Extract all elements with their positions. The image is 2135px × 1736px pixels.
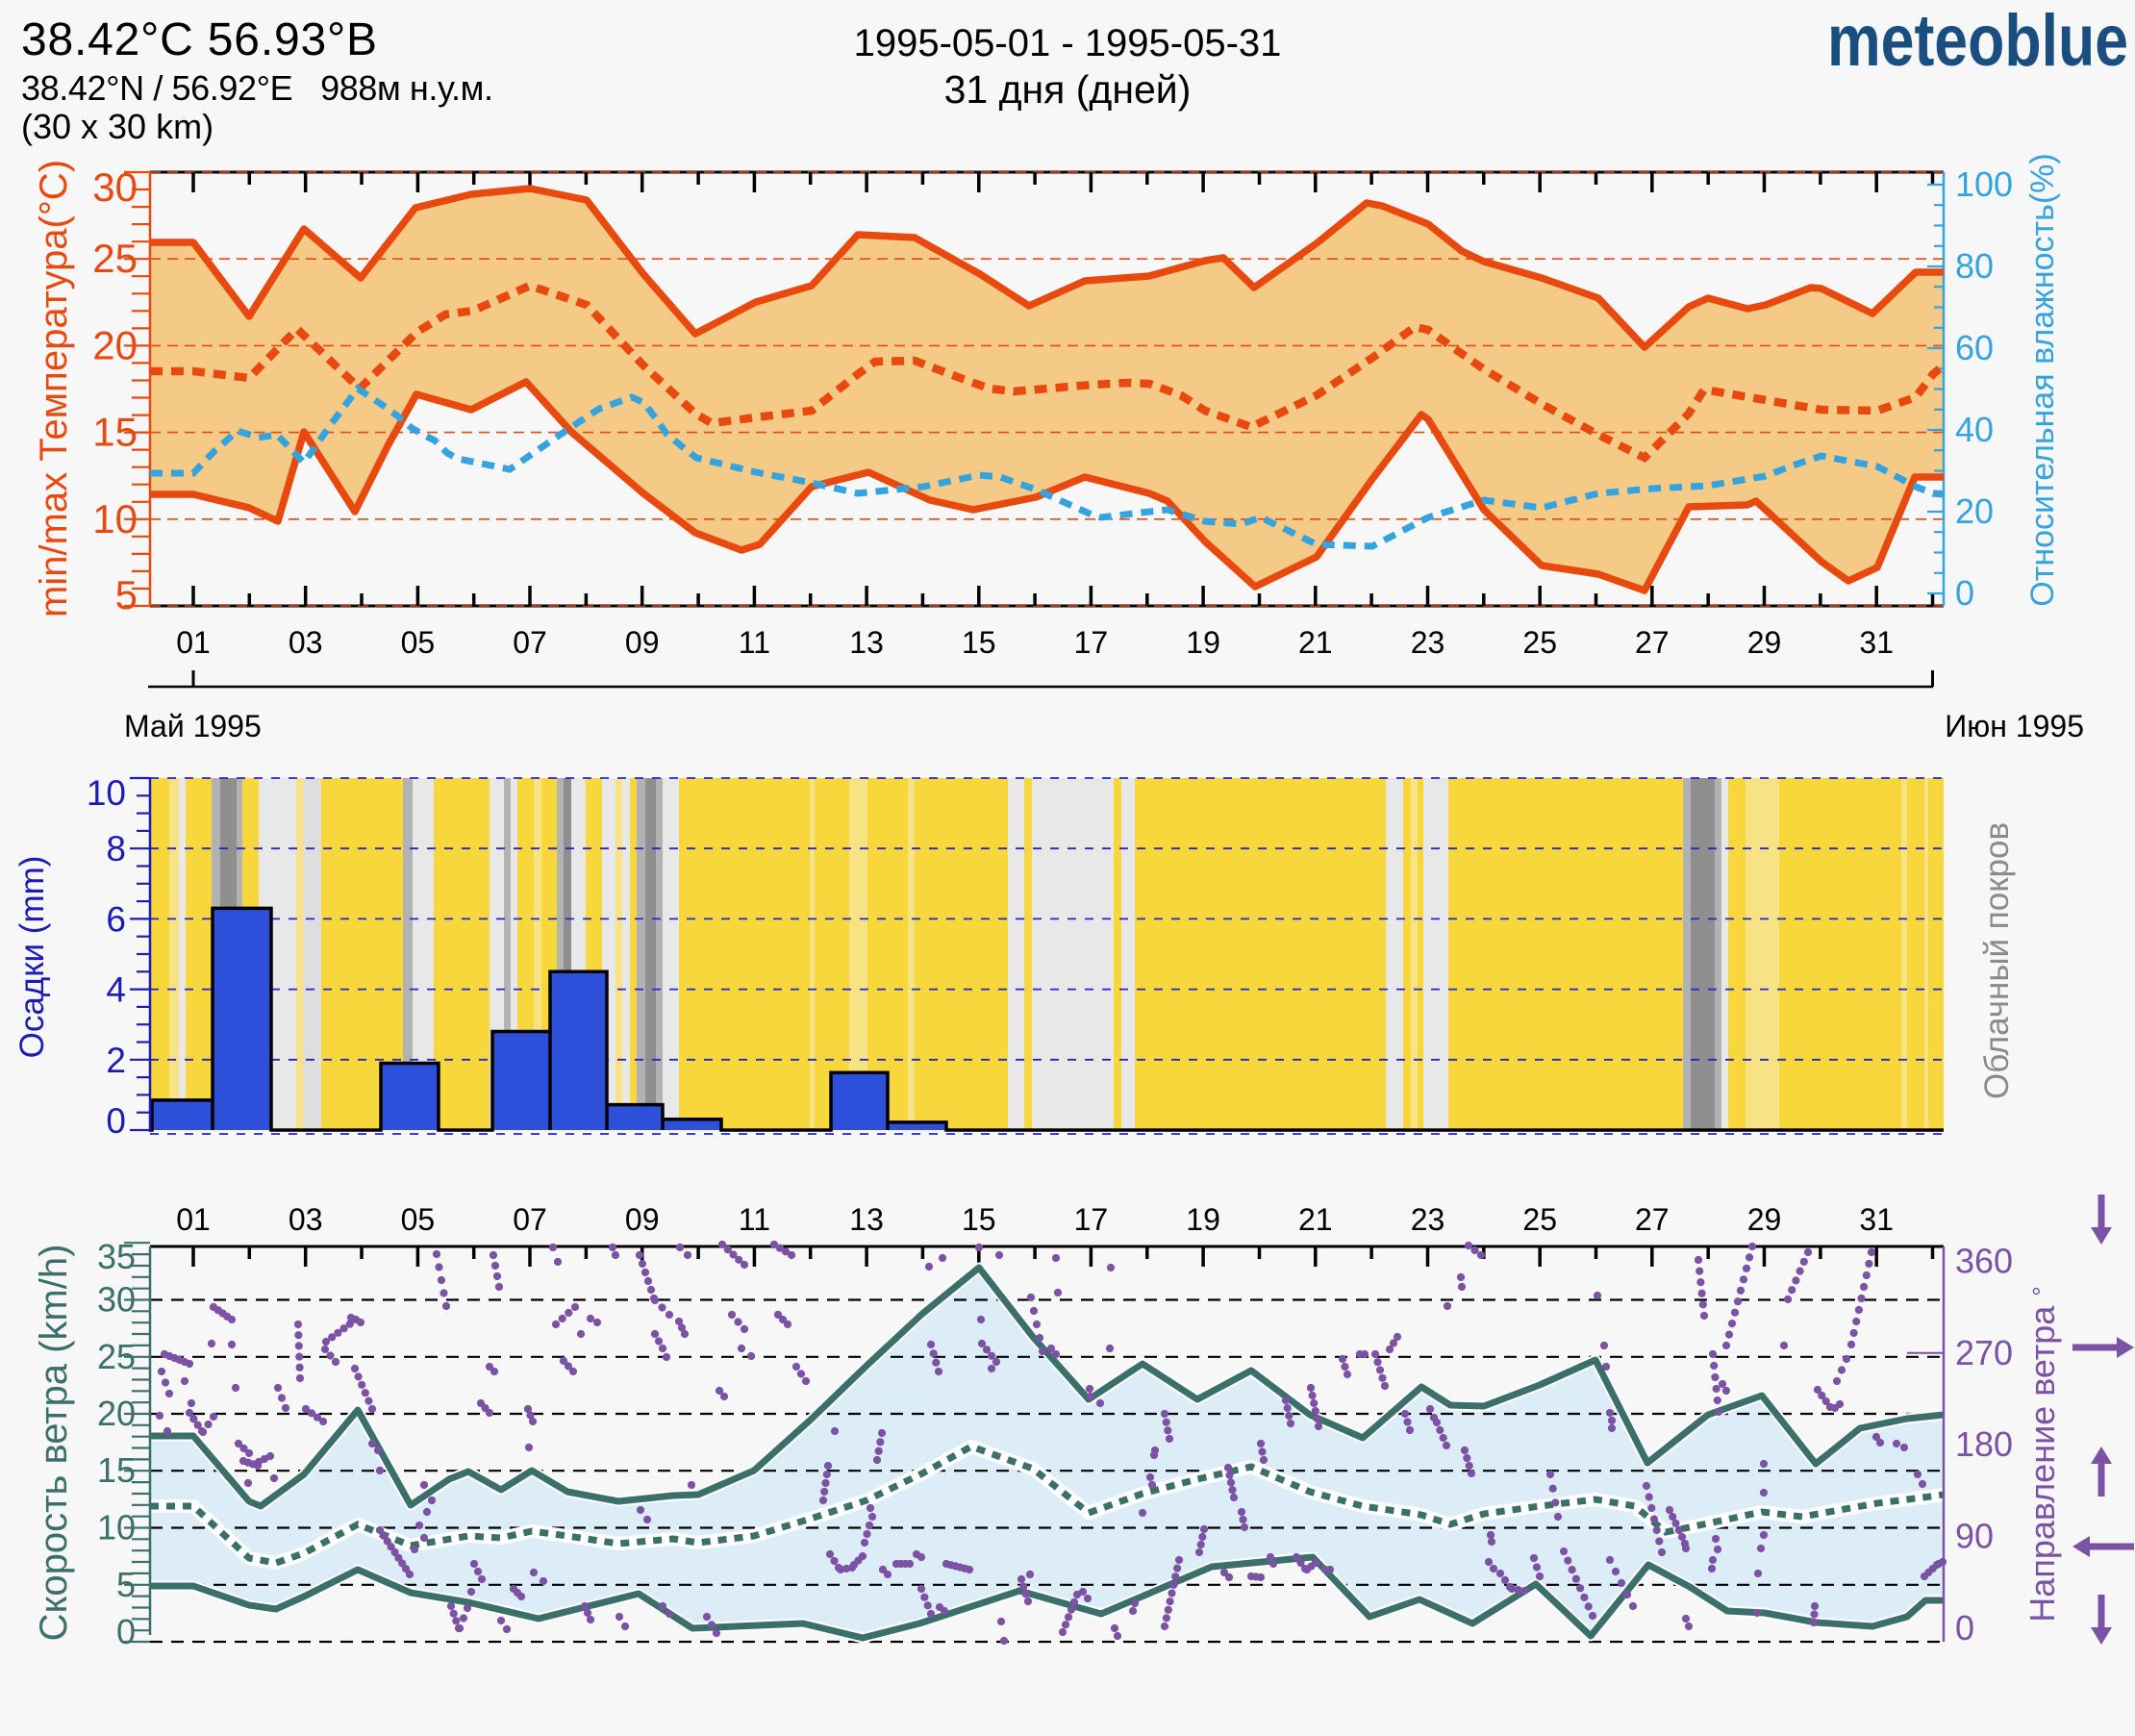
svg-text:19: 19 [1186, 625, 1220, 660]
svg-text:90: 90 [1955, 1517, 1994, 1556]
svg-text:25: 25 [92, 236, 138, 281]
svg-text:2: 2 [106, 1041, 126, 1080]
svg-text:meteoblue: meteoblue [1827, 0, 2128, 82]
svg-text:80: 80 [1955, 246, 1994, 286]
svg-text:15: 15 [962, 625, 996, 660]
svg-text:Июн 1995: Июн 1995 [1945, 709, 2084, 743]
svg-text:20: 20 [92, 322, 138, 367]
svg-text:8: 8 [106, 829, 126, 868]
svg-text:Май 1995: Май 1995 [124, 709, 262, 743]
svg-text:31: 31 [1859, 625, 1894, 660]
svg-text:31: 31 [1859, 1202, 1894, 1237]
svg-text:0: 0 [1955, 573, 1974, 613]
svg-text:360: 360 [1955, 1241, 2013, 1280]
svg-text:5: 5 [116, 1565, 136, 1604]
svg-text:270: 270 [1955, 1333, 2013, 1372]
svg-text:17: 17 [1074, 1202, 1109, 1237]
svg-text:Направление ветра °: Направление ветра ° [2022, 1286, 2062, 1622]
svg-text:11: 11 [739, 625, 770, 660]
svg-text:20: 20 [1955, 491, 1994, 531]
svg-text:40: 40 [1955, 410, 1994, 449]
svg-text:01: 01 [176, 1202, 211, 1237]
svg-text:4: 4 [106, 970, 126, 1010]
svg-text:21: 21 [1298, 625, 1333, 660]
svg-text:30: 30 [97, 1280, 136, 1320]
svg-text:35: 35 [97, 1237, 136, 1276]
svg-text:19: 19 [1186, 1202, 1220, 1237]
svg-text:1995-05-01 - 1995-05-31: 1995-05-01 - 1995-05-31 [854, 22, 1282, 64]
svg-text:27: 27 [1635, 1202, 1670, 1237]
svg-text:10: 10 [97, 1508, 136, 1547]
svg-text:Скорость ветра (km/h): Скорость ветра (km/h) [33, 1245, 75, 1642]
svg-text:min/max Температура(°C): min/max Температура(°C) [33, 160, 75, 617]
svg-text:30: 30 [92, 164, 138, 210]
svg-text:13: 13 [849, 625, 884, 660]
svg-text:25: 25 [1522, 1202, 1557, 1237]
svg-text:13: 13 [849, 1202, 884, 1237]
svg-text:21: 21 [1298, 1202, 1333, 1237]
svg-text:07: 07 [513, 1202, 547, 1237]
svg-text:17: 17 [1074, 625, 1109, 660]
svg-text:29: 29 [1747, 1202, 1782, 1237]
svg-text:38.42°C 56.93°В: 38.42°C 56.93°В [21, 14, 377, 65]
svg-text:20: 20 [97, 1394, 136, 1433]
svg-text:(30 x 30 km): (30 x 30 km) [21, 107, 214, 146]
svg-text:09: 09 [625, 625, 660, 660]
svg-text:0: 0 [1955, 1608, 1974, 1648]
svg-text:27: 27 [1635, 625, 1670, 660]
svg-text:10: 10 [87, 773, 126, 813]
svg-text:09: 09 [625, 1202, 660, 1237]
svg-text:0: 0 [106, 1101, 126, 1141]
svg-text:23: 23 [1411, 625, 1445, 660]
svg-text:03: 03 [289, 625, 323, 660]
svg-text:100: 100 [1955, 164, 2013, 204]
svg-text:0: 0 [116, 1612, 136, 1651]
svg-text:05: 05 [401, 1202, 436, 1237]
svg-text:31 дня (дней): 31 дня (дней) [944, 67, 1192, 112]
svg-text:11: 11 [739, 1202, 770, 1237]
svg-text:23: 23 [1411, 1202, 1445, 1237]
svg-text:10: 10 [92, 496, 138, 541]
svg-text:01: 01 [176, 625, 211, 660]
svg-text:05: 05 [401, 625, 436, 660]
svg-text:15: 15 [962, 1202, 996, 1237]
svg-text:5: 5 [115, 572, 138, 617]
svg-text:25: 25 [97, 1337, 136, 1376]
svg-text:38.42°N / 56.92°E 988м н.у.м: 38.42°N / 56.92°E 988м н.у.м. [21, 68, 493, 108]
svg-text:25: 25 [1522, 625, 1557, 660]
svg-text:60: 60 [1955, 328, 1994, 367]
svg-text:15: 15 [92, 410, 138, 455]
svg-text:180: 180 [1955, 1424, 2013, 1464]
svg-text:6: 6 [106, 899, 126, 939]
svg-text:03: 03 [289, 1202, 323, 1237]
svg-text:Облачный покров: Облачный покров [1978, 822, 2016, 1099]
svg-text:29: 29 [1747, 625, 1782, 660]
svg-text:15: 15 [97, 1450, 136, 1490]
svg-text:07: 07 [513, 625, 547, 660]
svg-text:Относительная влажность(%): Относительная влажность(%) [2024, 153, 2061, 606]
svg-text:Осадки (mm): Осадки (mm) [13, 856, 51, 1059]
